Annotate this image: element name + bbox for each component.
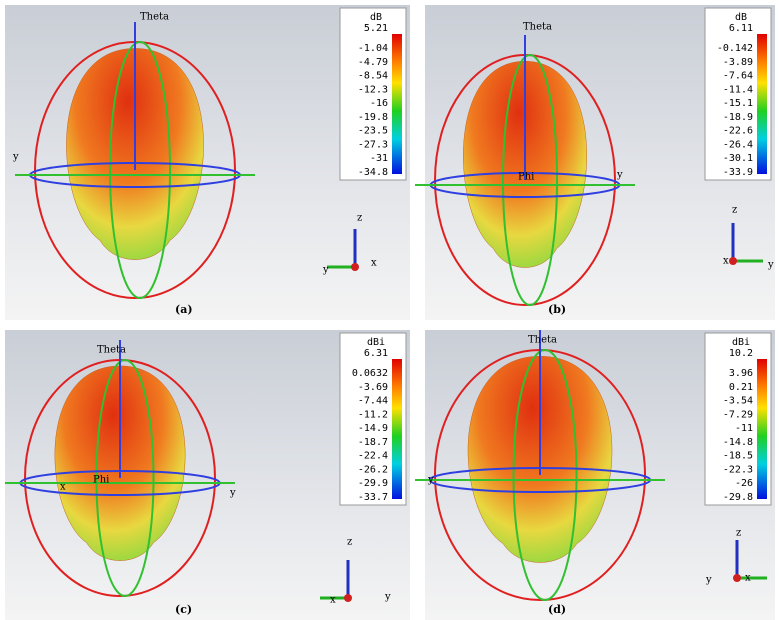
axis-label: y bbox=[12, 152, 19, 163]
triad-x bbox=[733, 574, 741, 582]
colorbar-tick-label: -34.8 bbox=[358, 167, 388, 178]
colorbar-tick-label: -11.4 bbox=[723, 84, 753, 95]
axis-label: y bbox=[384, 592, 391, 603]
colorbar-bar bbox=[392, 359, 402, 499]
colorbar-tick-label: -3.54 bbox=[723, 396, 753, 407]
panel: dB6.11 -0.142 -3.89 -7.64 -11.4 -15.1 -18.9 -22… bbox=[415, 5, 775, 320]
colorbar-tick-label: 3.96 bbox=[729, 368, 753, 379]
colorbar-tick-label: -19.8 bbox=[358, 112, 388, 123]
colorbar-tick-label: -7.64 bbox=[723, 71, 753, 82]
colorbar-tick-label: -26 bbox=[735, 478, 753, 489]
colorbar-tick-label: -18.9 bbox=[723, 112, 753, 123]
axis-label: Theta bbox=[140, 12, 169, 23]
colorbar-tick-label: -30.1 bbox=[723, 153, 753, 164]
colorbar-tick-label: 5.21 bbox=[364, 23, 388, 34]
colorbar-tick-label: -22.3 bbox=[723, 464, 753, 475]
colorbar-tick-label: 0.0632 bbox=[352, 368, 388, 379]
colorbar-tick-label: -14.9 bbox=[358, 423, 388, 434]
colorbar-tick-label: -18.7 bbox=[358, 437, 388, 448]
colorbar-tick-label: -4.79 bbox=[358, 57, 388, 68]
axis-label: y bbox=[767, 260, 774, 271]
colorbar-unit: dBi bbox=[367, 337, 385, 348]
colorbar-tick-label: -26.4 bbox=[723, 139, 753, 150]
colorbar-tick-label: 10.2 bbox=[729, 348, 753, 359]
colorbar-tick-label: 0.21 bbox=[729, 382, 753, 393]
colorbar-unit: dB bbox=[735, 12, 747, 23]
colorbar-tick-label: -22.4 bbox=[358, 451, 388, 462]
axis-label: Theta bbox=[97, 345, 126, 356]
colorbar-tick-label: -23.5 bbox=[358, 126, 388, 137]
colorbar-tick-label: -18.5 bbox=[723, 451, 753, 462]
axis-label: x bbox=[60, 482, 66, 493]
colorbar-tick-label: -27.3 bbox=[358, 139, 388, 150]
colorbar-tick-label: -22.6 bbox=[723, 126, 753, 137]
colorbar-tick-label: -7.29 bbox=[723, 409, 753, 420]
colorbar-tick-label: -29.8 bbox=[723, 492, 753, 503]
colorbar-tick-label: -11 bbox=[735, 423, 753, 434]
panel-caption: (c) bbox=[175, 603, 192, 616]
colorbar-bar bbox=[392, 34, 402, 174]
axis-label: Theta bbox=[528, 335, 557, 346]
colorbar: dB6.11 -0.142 -3.89 -7.64 -11.4 -15.1 -18.9 -22… bbox=[705, 8, 771, 180]
panel-caption: (b) bbox=[548, 303, 566, 316]
colorbar-unit: dBi bbox=[732, 337, 750, 348]
axis-label: x bbox=[745, 573, 751, 584]
triad-x bbox=[344, 594, 352, 602]
colorbar-tick-label: -0.142 bbox=[717, 43, 753, 54]
colorbar-tick-label: -3.89 bbox=[723, 57, 753, 68]
colorbar-tick-label: -7.44 bbox=[358, 396, 388, 407]
colorbar-tick-label: -31 bbox=[370, 153, 388, 164]
colorbar-unit: dB bbox=[370, 12, 382, 23]
colorbar: dB5.21 -1.04 -4.79 -8.54 -12.3 -16 -19.8 -23.5 -… bbox=[340, 8, 406, 180]
axis-label: x bbox=[330, 595, 336, 606]
colorbar-tick-label: -15.1 bbox=[723, 98, 753, 109]
axis-label: x bbox=[723, 256, 729, 267]
colorbar-tick-label: 6.11 bbox=[729, 23, 753, 34]
colorbar-tick-label: -14.8 bbox=[723, 437, 753, 448]
colorbar-tick-label: -1.04 bbox=[358, 43, 388, 54]
triad-x bbox=[729, 257, 737, 265]
colorbar-tick-label: -8.54 bbox=[358, 71, 388, 82]
axis-label: z bbox=[732, 205, 737, 216]
axis-label: x bbox=[371, 258, 377, 269]
panel-caption: (d) bbox=[548, 603, 566, 616]
panel-caption: (a) bbox=[175, 303, 193, 316]
axis-label: y bbox=[705, 575, 712, 586]
axis-label: z bbox=[736, 528, 741, 539]
axis-label: y bbox=[427, 475, 434, 486]
axis-label: Phi bbox=[93, 475, 109, 486]
axis-label: z bbox=[347, 537, 352, 548]
axis-label: y bbox=[229, 488, 236, 499]
colorbar-tick-label: -12.3 bbox=[358, 84, 388, 95]
colorbar-tick-label: -26.2 bbox=[358, 464, 388, 475]
axis-label: Phi bbox=[518, 172, 534, 183]
triad-x bbox=[351, 263, 359, 271]
colorbar-tick-label: -3.69 bbox=[358, 382, 388, 393]
colorbar-tick-label: -33.7 bbox=[358, 492, 388, 503]
colorbar-bar bbox=[757, 359, 767, 499]
colorbar-bar bbox=[757, 34, 767, 174]
axis-label: y bbox=[322, 265, 329, 276]
colorbar-tick-label: -11.2 bbox=[358, 409, 388, 420]
colorbar-tick-label: 6.31 bbox=[364, 348, 388, 359]
figure: dB5.21-1.04-4.79-8.54-12.3-16-19.8-23.5-… bbox=[0, 0, 779, 620]
axis-label: y bbox=[616, 170, 623, 181]
colorbar-tick-label: -33.9 bbox=[723, 167, 753, 178]
axis-label: z bbox=[357, 213, 362, 224]
axis-label: Theta bbox=[523, 22, 552, 33]
colorbar-tick-label: -29.9 bbox=[358, 478, 388, 489]
colorbar-tick-label: -16 bbox=[370, 98, 388, 109]
panel: dB5.21 -1.04 -4.79 -8.54 -12.3 -16 -19.8 -23.5 -… bbox=[5, 5, 410, 320]
